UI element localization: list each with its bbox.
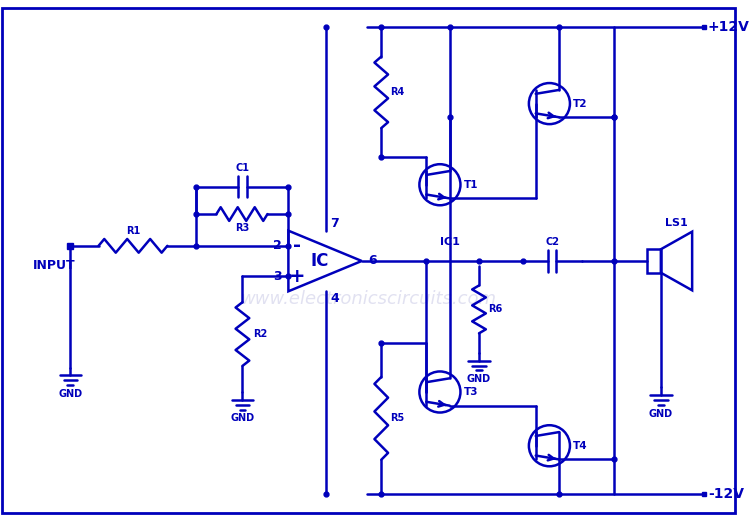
Text: T1: T1: [464, 180, 478, 190]
Text: 3: 3: [273, 270, 281, 282]
Text: +: +: [289, 267, 305, 286]
Text: R4: R4: [390, 88, 404, 97]
Text: GND: GND: [648, 408, 673, 418]
Text: GND: GND: [467, 375, 491, 384]
Text: R5: R5: [390, 413, 404, 424]
Text: R2: R2: [253, 329, 268, 339]
Text: +12V: +12V: [708, 20, 749, 34]
Text: 6: 6: [369, 254, 377, 267]
Bar: [647, 249, 661, 272]
Text: -: -: [293, 237, 301, 255]
Text: GND: GND: [231, 414, 255, 424]
Text: T3: T3: [464, 387, 478, 397]
Text: IC1: IC1: [440, 238, 460, 247]
Text: www.electronicscircuits.com: www.electronicscircuits.com: [241, 290, 497, 308]
Text: R3: R3: [234, 223, 249, 233]
Text: 2: 2: [273, 239, 281, 252]
Text: IC: IC: [311, 252, 329, 270]
Text: GND: GND: [58, 389, 82, 399]
Text: 7: 7: [330, 217, 339, 230]
Text: R6: R6: [488, 304, 502, 314]
Text: -12V: -12V: [708, 487, 743, 501]
Text: INPUT: INPUT: [32, 259, 75, 272]
Text: C2: C2: [545, 237, 559, 247]
Text: 4: 4: [330, 292, 339, 305]
Text: T4: T4: [573, 441, 587, 451]
Text: C1: C1: [235, 163, 250, 173]
Text: LS1: LS1: [665, 218, 688, 228]
Text: R1: R1: [126, 226, 140, 236]
Text: T2: T2: [573, 98, 587, 108]
